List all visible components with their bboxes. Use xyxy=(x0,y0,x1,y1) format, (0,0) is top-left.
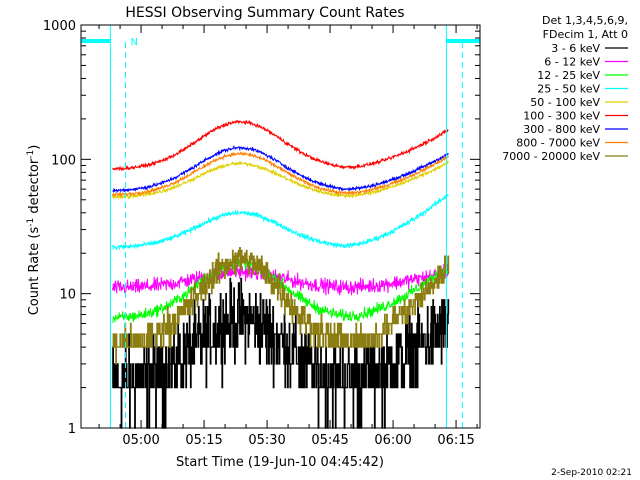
series-line-7 xyxy=(112,151,449,198)
y-tick-label-2: 100 xyxy=(51,153,76,168)
chart-title: HESSI Observing Summary Count Rates xyxy=(125,5,404,21)
series-line-1 xyxy=(112,263,449,296)
y-tick-label-3: 1000 xyxy=(43,19,76,34)
saa-marker-label: N xyxy=(131,37,138,48)
x-tick-label-2: 05:30 xyxy=(248,433,285,448)
x-tick-label-5: 06:15 xyxy=(437,433,474,448)
series-0 xyxy=(112,277,450,429)
series-line-5 xyxy=(112,119,449,172)
series-4 xyxy=(112,160,449,200)
y-axis-label-mid: detector xyxy=(27,158,42,218)
series-1 xyxy=(112,263,449,296)
legend-label-3: 25 - 50 keV xyxy=(537,83,600,96)
x-tick-label-1: 05:15 xyxy=(185,433,222,448)
legend-label-4: 50 - 100 keV xyxy=(530,96,600,109)
y-tick-label-1: 10 xyxy=(59,288,76,303)
y-axis-label-end: ) xyxy=(27,145,42,150)
y-axis-label-sup2: -1 xyxy=(26,150,36,159)
series-6 xyxy=(112,145,449,194)
series-line-4 xyxy=(112,160,449,200)
plot-area: N 05:00 05:15 05:30 05:45 06:00 06:15 1 10 100 100… xyxy=(43,19,481,448)
legend-label-7: 800 - 7000 keV xyxy=(516,137,600,150)
y-axis-label-sup1: -1 xyxy=(26,218,36,227)
series-7 xyxy=(112,151,449,198)
y-tick-label-0: 1 xyxy=(68,422,76,437)
legend-label-8: 7000 - 20000 keV xyxy=(502,150,600,163)
series-line-3 xyxy=(112,193,449,251)
legend-header-line-1: Det 1,3,4,5,6,9, xyxy=(542,14,628,27)
series-line-2 xyxy=(112,255,449,324)
x-tick-label-3: 05:45 xyxy=(311,433,348,448)
y-axis-label: Count Rate (s-1 detector-1) xyxy=(26,145,42,316)
legend-label-6: 300 - 800 keV xyxy=(523,123,600,136)
series-line-8 xyxy=(112,247,450,365)
series-2 xyxy=(112,255,449,324)
legend-header-line-2: FDecim 1, Att 0 xyxy=(543,28,628,41)
legend-label-5: 100 - 300 keV xyxy=(523,110,600,123)
legend-label-2: 12 - 25 keV xyxy=(537,69,600,82)
y-axis-label-main: Count Rate (s xyxy=(27,227,42,316)
date-stamp: 2-Sep-2010 02:21 xyxy=(551,468,632,478)
series-line-0 xyxy=(112,277,450,429)
x-tick-label-0: 05:00 xyxy=(122,433,159,448)
series-line-6 xyxy=(112,145,449,194)
series-5 xyxy=(112,119,449,172)
plot-frame xyxy=(80,24,481,429)
x-tick-label-4: 06:00 xyxy=(374,433,411,448)
legend-label-0: 3 - 6 keV xyxy=(551,42,600,55)
x-axis-label: Start Time (19-Jun-10 04:45:42) xyxy=(176,455,384,470)
series-8 xyxy=(112,247,450,365)
legend-label-1: 6 - 12 keV xyxy=(544,56,600,69)
series-3 xyxy=(112,193,449,251)
